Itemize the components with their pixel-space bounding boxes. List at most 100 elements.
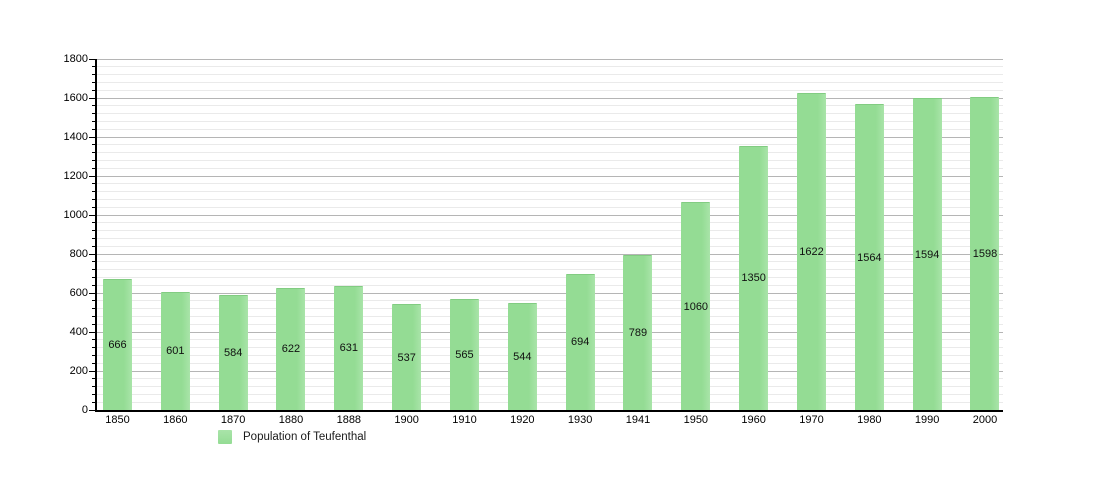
- y-axis-tick: [92, 120, 95, 122]
- y-axis-tick: [92, 362, 95, 364]
- x-axis-labels: 1850 1860 1870 1880 1888 1900 1910 1920 1930 1941…: [97, 413, 1003, 427]
- gridline-minor: [97, 66, 1003, 68]
- y-axis-tick: [89, 58, 95, 60]
- y-axis-tick: [92, 261, 95, 263]
- bar-value-label: 565: [455, 348, 474, 361]
- gridline-major: [97, 253, 1003, 255]
- gridline-minor: [97, 393, 1003, 395]
- gridline-major: [97, 136, 1003, 138]
- y-axis-tick: [92, 323, 95, 325]
- gridline-major: [97, 292, 1003, 294]
- y-axis-tick: [92, 167, 95, 169]
- y-axis-tick: [92, 401, 95, 403]
- y-axis-tick: [92, 347, 95, 349]
- bar-value-label: 584: [223, 347, 243, 360]
- y-tick-label: 1000: [63, 208, 88, 221]
- y-axis-tick: [92, 206, 95, 208]
- y-axis-tick: [92, 245, 95, 247]
- gridline-minor: [97, 276, 1003, 278]
- bar-1880: 622: [276, 287, 306, 410]
- y-axis-tick: [89, 136, 95, 138]
- y-axis-tick: [89, 409, 95, 411]
- y-axis-tick: [92, 105, 95, 107]
- gridline-minor: [97, 222, 1003, 224]
- x-tick-label: 1941: [625, 414, 651, 426]
- gridline-minor: [97, 237, 1003, 239]
- bar-1950: 1060: [681, 202, 711, 410]
- x-tick-label: 1930: [567, 414, 593, 426]
- bar-value-label: 1350: [741, 272, 766, 285]
- gridline-minor: [97, 167, 1003, 169]
- gridline-minor: [97, 81, 1003, 83]
- y-axis-tick: [89, 97, 95, 99]
- y-axis-tick: [92, 276, 95, 278]
- gridline-minor: [97, 401, 1003, 403]
- bar-value-label: 1594: [914, 248, 940, 261]
- x-tick-label: 1888: [336, 414, 362, 426]
- bar-value-label: 537: [397, 351, 416, 364]
- gridline-minor: [97, 144, 1003, 146]
- y-axis-tick: [92, 339, 95, 341]
- gridline-minor: [97, 315, 1003, 317]
- y-axis-tick: [92, 237, 95, 239]
- y-tick-label: 1800: [63, 52, 88, 65]
- x-tick-label: 1980: [857, 414, 882, 426]
- y-axis-tick: [92, 74, 95, 76]
- gridline-major: [97, 214, 1003, 216]
- legend: Population of Teufenthal: [218, 430, 366, 444]
- y-axis-tick: [92, 183, 95, 185]
- gridline-minor: [97, 113, 1003, 115]
- y-axis-tick: [92, 269, 95, 271]
- y-axis-tick: [92, 300, 95, 302]
- gridline-major: [97, 97, 1003, 99]
- y-axis-tick: [92, 113, 95, 115]
- bar-value-label: 789: [628, 327, 648, 340]
- gridline-minor: [97, 347, 1003, 349]
- y-axis-tick: [92, 378, 95, 380]
- y-tick-label: 1400: [63, 130, 88, 143]
- bar-1860: 601: [160, 291, 190, 410]
- bar-1941: 789: [623, 255, 653, 410]
- gridline-minor: [97, 152, 1003, 154]
- y-axis-tick: [92, 222, 95, 224]
- gridline-major: [97, 58, 1003, 60]
- gridline-minor: [97, 230, 1003, 232]
- bar-1870: 584: [218, 295, 248, 410]
- bar-value-label: 666: [108, 339, 127, 352]
- y-axis-tick: [89, 175, 95, 177]
- gridline-minor: [97, 386, 1003, 388]
- bar-value-label: 1598: [972, 248, 998, 261]
- gridline-minor: [97, 323, 1003, 325]
- y-axis-tick: [89, 370, 95, 372]
- bar-2000: 1598: [970, 97, 1000, 410]
- y-tick-label: 1200: [63, 169, 88, 182]
- y-axis-tick: [89, 331, 95, 333]
- y-axis-tick: [89, 292, 95, 294]
- x-tick-label: 1990: [914, 414, 940, 426]
- y-axis-tick: [92, 128, 95, 130]
- gridline-minor: [97, 183, 1003, 185]
- bar-1920: 544: [507, 302, 537, 410]
- x-tick-label: 1960: [741, 414, 766, 426]
- gridline-minor: [97, 89, 1003, 91]
- plot-area: 666 601 584 622 631 537 565 544 694 789 1060 1350 16…: [89, 58, 1003, 412]
- gridline-minor: [97, 269, 1003, 271]
- x-tick-label: 1970: [799, 414, 824, 426]
- gridline-major: [97, 331, 1003, 333]
- gridline-minor: [97, 206, 1003, 208]
- x-tick-label: 1910: [452, 414, 477, 426]
- bar-1910: 565: [449, 298, 479, 410]
- y-tick-label: 200: [69, 364, 88, 377]
- y-tick-label: 0: [81, 403, 88, 416]
- bar-value-label: 622: [281, 343, 301, 356]
- x-tick-label: 2000: [972, 414, 998, 426]
- gridline-minor: [97, 339, 1003, 341]
- gridline-minor: [97, 245, 1003, 247]
- gridline-minor: [97, 378, 1003, 380]
- y-axis-tick: [89, 214, 95, 216]
- legend-label: Population of Teufenthal: [243, 431, 367, 443]
- bar-1980: 1564: [854, 104, 884, 410]
- bar-1930: 694: [565, 273, 595, 410]
- y-tick-label: 800: [69, 247, 88, 260]
